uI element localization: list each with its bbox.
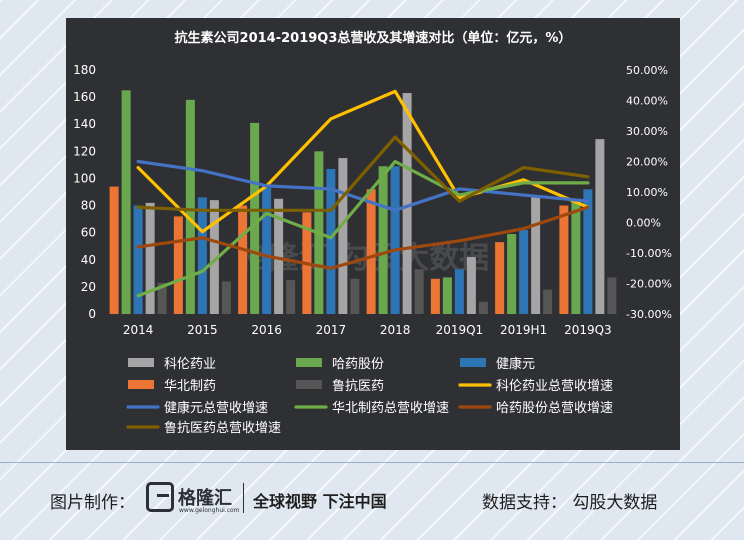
bar bbox=[185, 99, 195, 314]
x-tick-label: 2018 bbox=[380, 323, 411, 337]
y-right-tick-label: 10.00% bbox=[626, 186, 668, 199]
legend-swatch bbox=[296, 380, 322, 389]
bar bbox=[430, 278, 440, 314]
y-left-tick-label: 60 bbox=[81, 226, 96, 240]
y-left-tick-label: 0 bbox=[88, 307, 96, 321]
chart-panel: 抗生素公司2014-2019Q3总营收及其增速对比（单位：亿元，%） 0 20 40 6… bbox=[66, 18, 680, 450]
logo-url: www.gelonghui.com bbox=[179, 507, 240, 514]
bar bbox=[495, 242, 505, 314]
y-left-tick-label: 80 bbox=[81, 199, 96, 213]
legend-label: 健康元 bbox=[496, 356, 535, 372]
bar bbox=[414, 269, 424, 314]
y-left-tick-label: 140 bbox=[73, 117, 96, 131]
x-tick-label: 2014 bbox=[123, 323, 154, 337]
y-right-tick-label: 0.00% bbox=[626, 217, 661, 230]
bar bbox=[378, 166, 388, 314]
bar bbox=[531, 196, 541, 314]
legend-swatch bbox=[296, 358, 322, 367]
bar bbox=[133, 205, 143, 314]
x-tick-label: 2017 bbox=[316, 323, 347, 337]
bar bbox=[221, 281, 231, 314]
slogan: 全球视野 下注中国 bbox=[253, 492, 387, 511]
bar bbox=[390, 166, 400, 314]
bar bbox=[350, 278, 360, 314]
bar bbox=[543, 289, 553, 314]
logo-name: 格隆汇 bbox=[178, 488, 232, 509]
series-line bbox=[136, 159, 590, 298]
bar bbox=[595, 139, 605, 314]
bar bbox=[109, 186, 119, 314]
bar bbox=[238, 205, 248, 314]
bar bbox=[559, 205, 569, 314]
y-right-tick-label: -30.00% bbox=[626, 308, 672, 321]
legend-swatch bbox=[460, 358, 486, 367]
legend-label: 哈药股份 bbox=[332, 357, 384, 372]
bar bbox=[466, 257, 476, 314]
x-tick-label: 2019H1 bbox=[500, 323, 547, 337]
y-left-tick-label: 180 bbox=[73, 63, 96, 77]
bar bbox=[366, 189, 376, 314]
series-line bbox=[136, 89, 590, 234]
y-left-tick-label: 40 bbox=[81, 253, 96, 267]
legend-swatch bbox=[128, 380, 154, 389]
legend-swatch bbox=[128, 358, 154, 367]
legend-label: 科伦药业 bbox=[164, 357, 216, 372]
chart: 抗生素公司2014-2019Q3总营收及其增速对比（单位：亿元，%） 0 20 40 6… bbox=[73, 30, 672, 436]
y-left-tick-label: 120 bbox=[73, 144, 96, 158]
y-right-tick-label: 20.00% bbox=[626, 156, 668, 169]
data-support: 数据支持： 勾股大数据 bbox=[482, 493, 658, 513]
bar bbox=[507, 234, 517, 314]
bar bbox=[197, 197, 207, 314]
x-tick-label: 2016 bbox=[251, 323, 282, 337]
bar bbox=[145, 202, 155, 314]
bar bbox=[583, 189, 593, 314]
legend-label: 哈药股份总营收增速 bbox=[496, 401, 613, 416]
legend-label: 健康元总营收增速 bbox=[164, 400, 268, 416]
bar bbox=[402, 93, 412, 315]
bar bbox=[209, 200, 219, 314]
series-line bbox=[136, 135, 590, 212]
legend-label: 华北制药 bbox=[164, 379, 216, 394]
x-tick-label: 2019Q1 bbox=[436, 323, 484, 337]
series-line bbox=[136, 205, 590, 270]
y-right-tick-label: -10.00% bbox=[626, 247, 672, 260]
bar bbox=[262, 187, 272, 314]
y-left-tick-label: 100 bbox=[73, 171, 96, 185]
bar bbox=[250, 122, 260, 314]
y-left-tick-label: 160 bbox=[73, 90, 96, 104]
legend-label: 鲁抗医药总营收增速 bbox=[164, 421, 281, 436]
bar bbox=[338, 158, 348, 314]
logo-separator bbox=[243, 483, 244, 513]
y-left-tick-label: 20 bbox=[81, 280, 96, 294]
legend-label: 鲁抗医药 bbox=[332, 379, 384, 394]
y-right-tick-label: 50.00% bbox=[626, 64, 668, 77]
x-tick-label: 2019Q3 bbox=[564, 323, 612, 337]
bar bbox=[607, 277, 617, 314]
y-right-tick-label: 40.00% bbox=[626, 95, 668, 108]
bar bbox=[121, 90, 131, 314]
footer-divider bbox=[0, 462, 744, 463]
bar bbox=[157, 282, 167, 314]
legend-label: 华北制药总营收增速 bbox=[332, 401, 449, 416]
bar bbox=[326, 168, 336, 314]
bar bbox=[286, 280, 296, 314]
bar bbox=[274, 198, 284, 314]
bar bbox=[173, 216, 183, 314]
bar bbox=[519, 229, 529, 314]
bar bbox=[442, 277, 452, 314]
logo-icon bbox=[146, 482, 174, 512]
x-tick-label: 2015 bbox=[187, 323, 218, 337]
legend-label: 科伦药业总营收增速 bbox=[496, 379, 613, 394]
bar bbox=[571, 198, 581, 314]
chart-title: 抗生素公司2014-2019Q3总营收及其增速对比（单位：亿元，%） bbox=[175, 30, 572, 46]
made-by-label: 图片制作： bbox=[50, 493, 135, 513]
y-right-tick-label: 30.00% bbox=[626, 125, 668, 138]
y-right-tick-label: -20.00% bbox=[626, 278, 672, 291]
bar bbox=[478, 301, 488, 314]
bar bbox=[454, 269, 464, 314]
